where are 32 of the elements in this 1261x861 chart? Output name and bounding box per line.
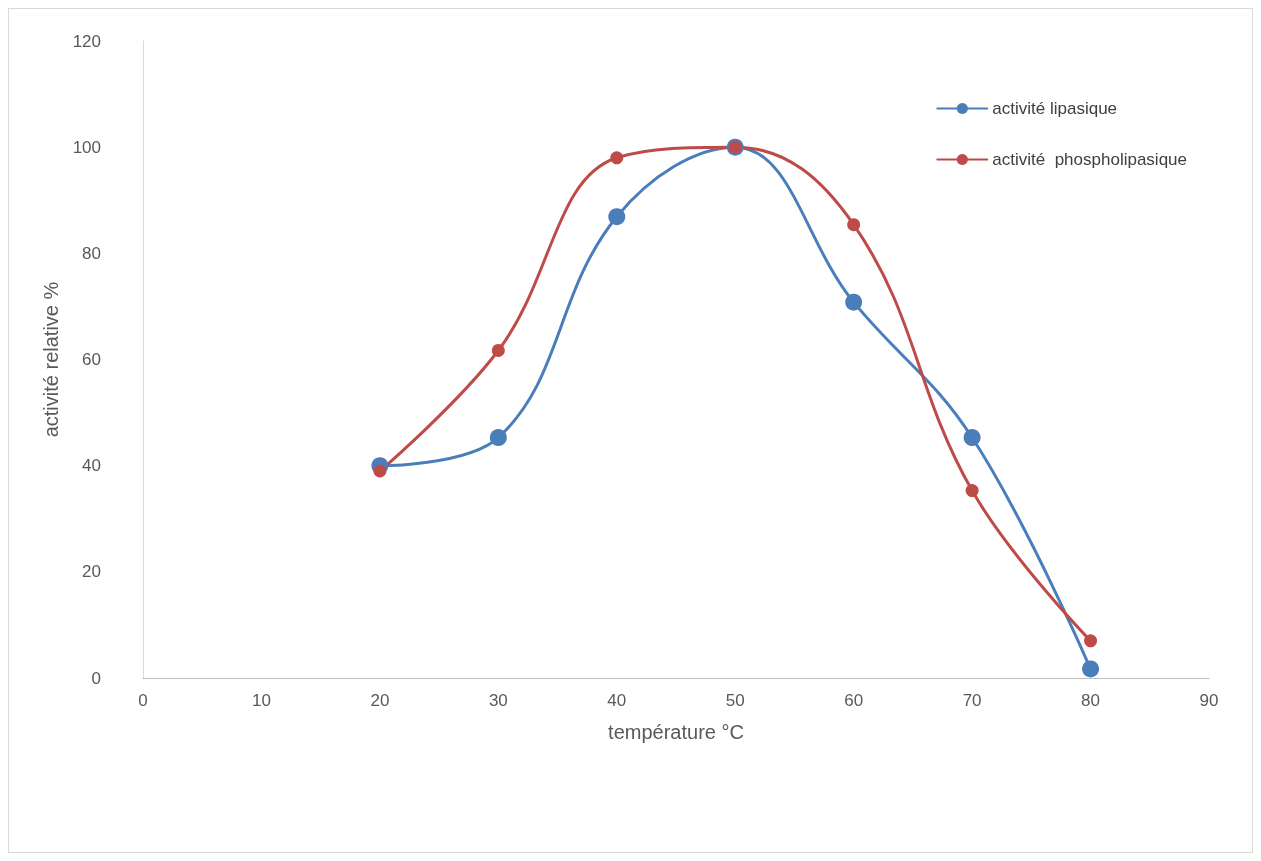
x-tick-label: 30 — [488, 691, 508, 710]
y-axis-title: activité relative % — [40, 281, 62, 438]
point — [845, 293, 863, 311]
y-tick-label: 40 — [82, 456, 101, 476]
y-tick-label: 0 — [91, 668, 101, 688]
x-tick-label: 80 — [1081, 691, 1101, 710]
x-tick-label: 0 — [138, 691, 148, 710]
point — [965, 484, 979, 498]
x-axis-title: température °C — [608, 721, 744, 743]
y-tick-label: 100 — [72, 137, 101, 157]
x-tick-label: 60 — [844, 691, 864, 710]
legend-label: activité phospholipasique — [992, 150, 1187, 169]
point — [847, 218, 861, 232]
point — [608, 208, 626, 226]
x-tick-label: 50 — [725, 691, 745, 710]
x-tick-label: 10 — [251, 691, 271, 710]
x-tick-label: 40 — [607, 691, 627, 710]
point — [963, 429, 981, 447]
point — [610, 151, 624, 165]
point — [373, 464, 387, 478]
y-tick-label: 120 — [72, 31, 101, 51]
y-tick-label: 60 — [82, 350, 101, 369]
x-tick-label: 20 — [370, 691, 390, 710]
point — [1084, 634, 1098, 648]
y-tick-label: 80 — [82, 243, 101, 263]
y-tick-label: 20 — [82, 562, 101, 582]
point — [491, 343, 505, 357]
point — [489, 429, 507, 447]
legend-label: activité lipasique — [992, 99, 1118, 118]
x-tick-label: 90 — [1199, 691, 1219, 710]
x-tick-label: 70 — [962, 691, 982, 710]
point — [1082, 660, 1100, 678]
